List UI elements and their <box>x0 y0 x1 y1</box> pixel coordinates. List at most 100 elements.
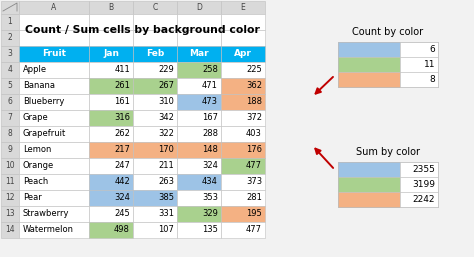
Text: Grape: Grape <box>23 114 49 123</box>
Bar <box>133 30 177 46</box>
Bar <box>338 72 400 87</box>
Bar <box>133 206 177 222</box>
Bar <box>89 14 133 30</box>
Text: Feb: Feb <box>146 50 164 59</box>
Text: Banana: Banana <box>23 81 55 90</box>
Text: 434: 434 <box>202 178 218 187</box>
Text: Watermelon: Watermelon <box>23 225 74 234</box>
Text: 9: 9 <box>8 145 12 154</box>
Bar <box>19 142 89 158</box>
Bar <box>89 158 133 174</box>
Text: 167: 167 <box>202 114 218 123</box>
Bar <box>133 110 177 126</box>
Text: D: D <box>196 3 202 12</box>
Bar <box>89 30 133 46</box>
Bar <box>177 222 221 238</box>
Bar <box>89 190 133 206</box>
Text: 6: 6 <box>8 97 12 106</box>
Text: 477: 477 <box>246 161 262 170</box>
Text: 288: 288 <box>202 130 218 139</box>
Text: 262: 262 <box>114 130 130 139</box>
Text: 324: 324 <box>114 194 130 203</box>
Bar <box>19 78 89 94</box>
Text: 12: 12 <box>5 194 15 203</box>
Bar <box>19 1 89 14</box>
Bar <box>177 190 221 206</box>
Bar <box>1 94 19 110</box>
Bar <box>133 190 177 206</box>
Text: 477: 477 <box>246 225 262 234</box>
Text: Blueberry: Blueberry <box>23 97 64 106</box>
Text: 10: 10 <box>5 161 15 170</box>
Bar <box>400 72 438 87</box>
Text: Mar: Mar <box>189 50 209 59</box>
Text: 8: 8 <box>8 130 12 139</box>
Text: Strawberry: Strawberry <box>23 209 70 218</box>
Bar <box>400 57 438 72</box>
Bar <box>1 190 19 206</box>
Bar <box>177 1 221 14</box>
Text: 11: 11 <box>5 178 15 187</box>
Text: 281: 281 <box>246 194 262 203</box>
Text: 471: 471 <box>202 81 218 90</box>
Text: C: C <box>152 3 158 12</box>
Text: 473: 473 <box>202 97 218 106</box>
Text: 14: 14 <box>5 225 15 234</box>
Bar <box>19 30 89 46</box>
Bar <box>133 94 177 110</box>
Text: 3199: 3199 <box>412 180 435 189</box>
Bar <box>177 62 221 78</box>
Bar <box>133 46 177 62</box>
Bar <box>89 222 133 238</box>
Bar <box>221 30 265 46</box>
Text: Peach: Peach <box>23 178 48 187</box>
Bar <box>338 192 400 207</box>
Bar <box>1 126 19 142</box>
Text: 498: 498 <box>114 225 130 234</box>
Bar <box>133 1 177 14</box>
Bar <box>338 162 438 207</box>
Text: 2355: 2355 <box>412 165 435 174</box>
Text: 258: 258 <box>202 66 218 75</box>
Text: Count by color: Count by color <box>353 27 424 37</box>
Bar <box>221 46 265 62</box>
Bar <box>1 78 19 94</box>
Bar <box>177 14 221 30</box>
Bar <box>221 62 265 78</box>
Text: 225: 225 <box>246 66 262 75</box>
Text: 324: 324 <box>202 161 218 170</box>
Bar <box>177 30 221 46</box>
Text: Jan: Jan <box>103 50 119 59</box>
Bar <box>89 46 133 62</box>
Text: Apple: Apple <box>23 66 47 75</box>
Text: Count / Sum cells by background color: Count / Sum cells by background color <box>25 25 259 35</box>
Text: 195: 195 <box>246 209 262 218</box>
Bar <box>338 177 400 192</box>
Bar <box>133 78 177 94</box>
Bar <box>338 42 400 57</box>
Bar <box>1 46 19 62</box>
Text: 247: 247 <box>114 161 130 170</box>
Bar <box>19 94 89 110</box>
Bar <box>89 78 133 94</box>
Bar <box>221 1 265 14</box>
Text: 2: 2 <box>8 33 12 42</box>
Text: 217: 217 <box>114 145 130 154</box>
Bar <box>177 94 221 110</box>
Bar <box>89 206 133 222</box>
Bar <box>133 14 177 30</box>
Text: 263: 263 <box>158 178 174 187</box>
Text: 13: 13 <box>5 209 15 218</box>
Text: 229: 229 <box>158 66 174 75</box>
Bar <box>89 62 133 78</box>
Bar <box>19 158 89 174</box>
Bar <box>19 206 89 222</box>
Text: 310: 310 <box>158 97 174 106</box>
Text: 267: 267 <box>158 81 174 90</box>
Text: 353: 353 <box>202 194 218 203</box>
Bar <box>19 174 89 190</box>
Text: 5: 5 <box>8 81 12 90</box>
Text: 170: 170 <box>158 145 174 154</box>
Bar <box>133 222 177 238</box>
Text: 6: 6 <box>429 45 435 54</box>
